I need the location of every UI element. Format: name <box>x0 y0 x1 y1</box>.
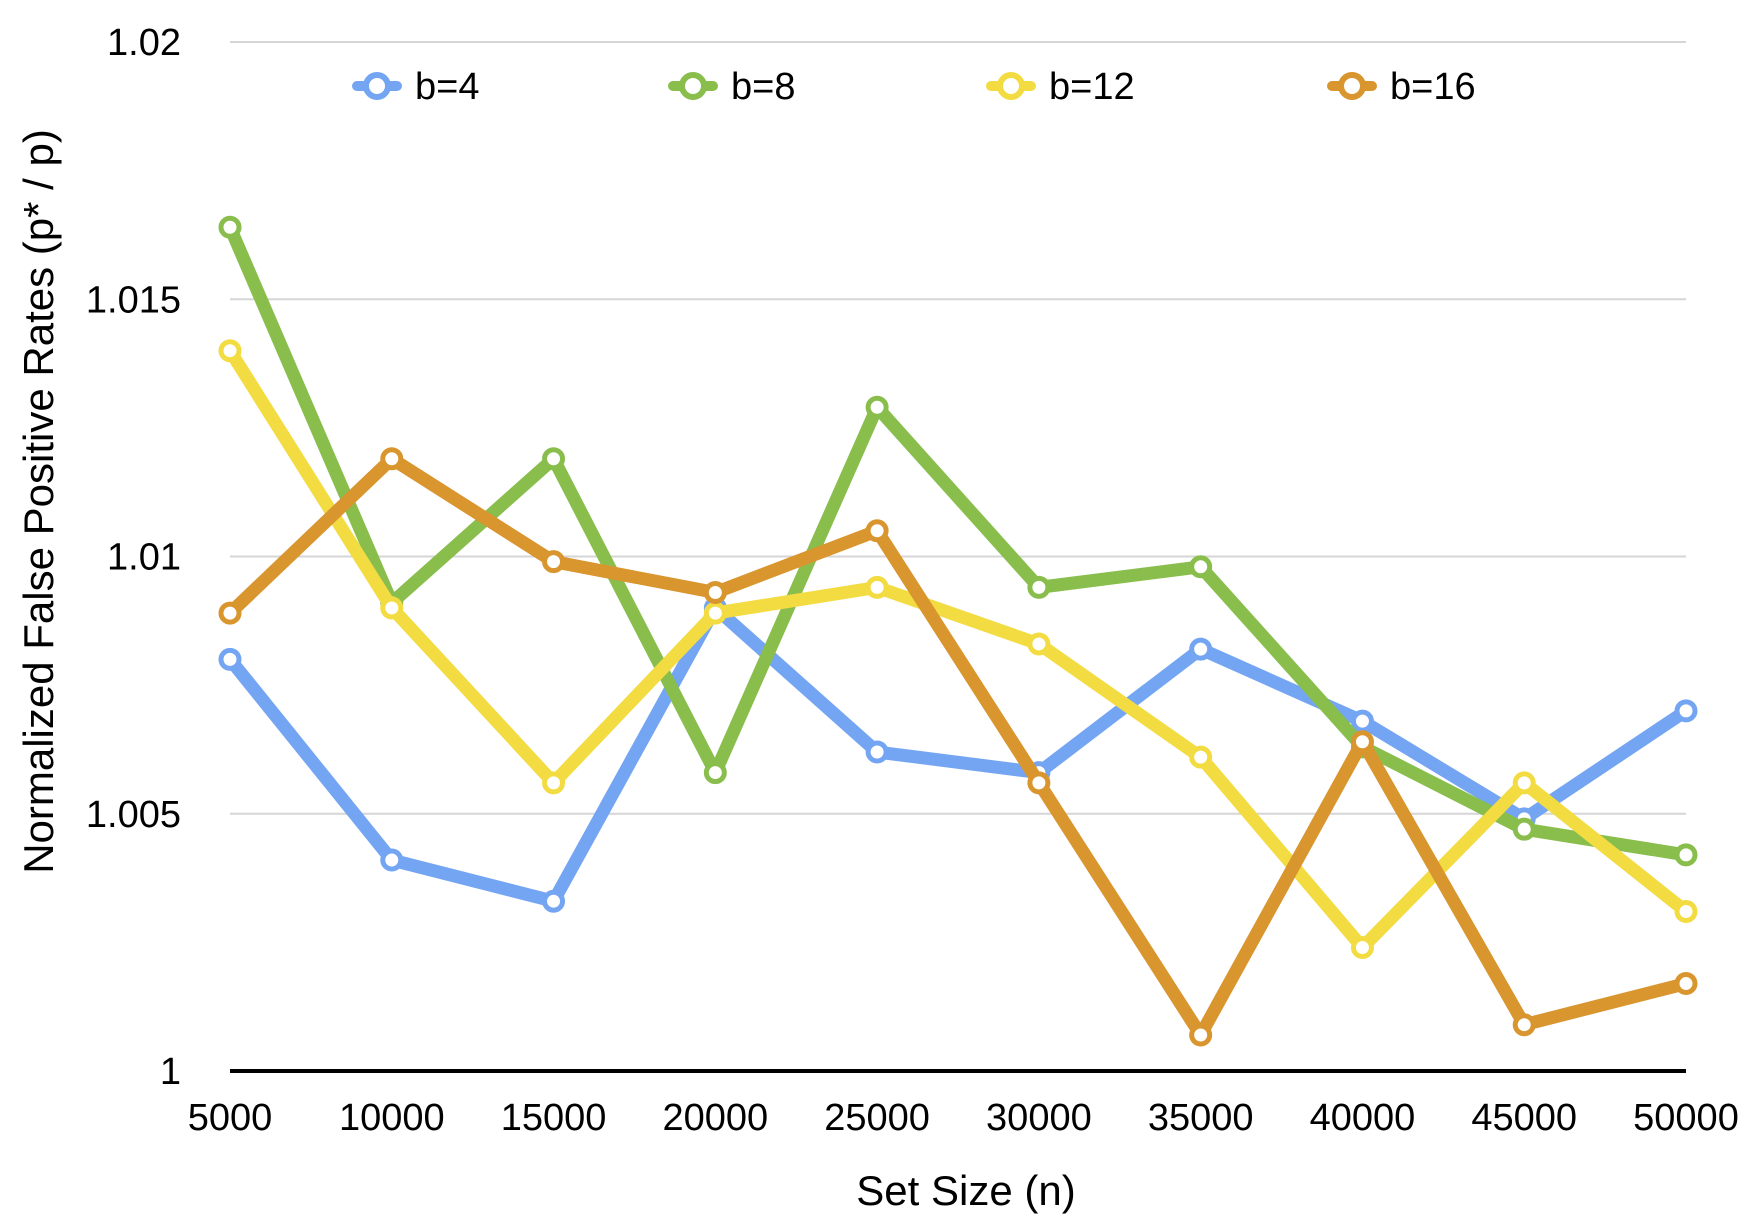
legend-label: b=4 <box>415 66 479 108</box>
x-tick-label: 30000 <box>986 1097 1092 1139</box>
data-point <box>1189 1023 1213 1047</box>
data-point <box>703 601 727 625</box>
legend-marker <box>363 72 391 100</box>
x-tick-label: 45000 <box>1471 1097 1577 1139</box>
x-tick-label: 50000 <box>1633 1097 1739 1139</box>
x-tick-label: 35000 <box>1148 1097 1254 1139</box>
legend-label: b=8 <box>731 66 795 108</box>
x-tick-label: 25000 <box>824 1097 930 1139</box>
data-point <box>1189 745 1213 769</box>
legend-marker <box>1338 72 1366 100</box>
x-axis-title: Set Size (n) <box>856 1167 1075 1214</box>
data-point <box>542 771 566 795</box>
x-tick-label: 5000 <box>188 1097 273 1139</box>
series-b=12 <box>218 339 1698 960</box>
data-point <box>218 215 242 239</box>
y-tick-label: 1 <box>160 1051 181 1093</box>
y-tick-label: 1.01 <box>107 537 181 579</box>
data-point <box>865 575 889 599</box>
legend-item: b=4 <box>352 66 479 108</box>
data-point <box>703 581 727 605</box>
data-point <box>542 550 566 574</box>
legend: b=4 b=8 b=12 b=16 <box>352 66 1476 108</box>
data-point <box>1027 575 1051 599</box>
series-line <box>223 344 1693 955</box>
x-tick-label: 20000 <box>662 1097 768 1139</box>
legend-item: b=12 <box>986 66 1135 108</box>
legend-label: b=16 <box>1390 66 1476 108</box>
series-layer <box>218 215 1698 1047</box>
data-point <box>1674 843 1698 867</box>
data-point <box>218 601 242 625</box>
data-point <box>1350 709 1374 733</box>
data-point <box>1027 771 1051 795</box>
x-axis-ticks: 5000 10000 15000 20000 25000 30000 35000 40000 4… <box>188 1097 1739 1139</box>
data-point <box>1512 1013 1536 1037</box>
legend-marker <box>997 72 1025 100</box>
series-line <box>223 601 1693 908</box>
series-b=16 <box>218 447 1698 1047</box>
legend-marker <box>679 72 707 100</box>
y-axis-ticks: 1 1.005 1.01 1.015 1.02 <box>86 22 181 1093</box>
legend-label: b=12 <box>1049 66 1135 108</box>
series-line <box>223 452 1693 1042</box>
data-point <box>1674 972 1698 996</box>
data-point <box>218 647 242 671</box>
legend-item: b=8 <box>668 66 795 108</box>
data-point <box>542 447 566 471</box>
data-point <box>865 395 889 419</box>
data-point <box>542 889 566 913</box>
y-tick-label: 1.015 <box>86 279 181 321</box>
data-point <box>1189 637 1213 661</box>
x-tick-label: 10000 <box>339 1097 445 1139</box>
y-axis-title: Normalized False Positive Rates (p* / p) <box>15 129 62 874</box>
x-tick-label: 15000 <box>501 1097 607 1139</box>
data-point <box>1674 699 1698 723</box>
data-point <box>1027 632 1051 656</box>
data-point <box>865 740 889 764</box>
data-point <box>1189 555 1213 579</box>
data-point <box>380 848 404 872</box>
data-point <box>1350 730 1374 754</box>
data-point <box>1512 817 1536 841</box>
x-tick-label: 40000 <box>1310 1097 1416 1139</box>
data-point <box>703 761 727 785</box>
series-line <box>223 220 1693 862</box>
data-point <box>380 447 404 471</box>
data-point <box>218 339 242 363</box>
y-tick-label: 1.02 <box>107 22 181 64</box>
data-point <box>380 596 404 620</box>
y-tick-label: 1.005 <box>86 794 181 836</box>
data-point <box>1512 771 1536 795</box>
data-point <box>865 519 889 543</box>
legend-item: b=16 <box>1327 66 1476 108</box>
grid-lines <box>230 41 1686 815</box>
data-point <box>1350 936 1374 960</box>
data-point <box>1674 900 1698 924</box>
